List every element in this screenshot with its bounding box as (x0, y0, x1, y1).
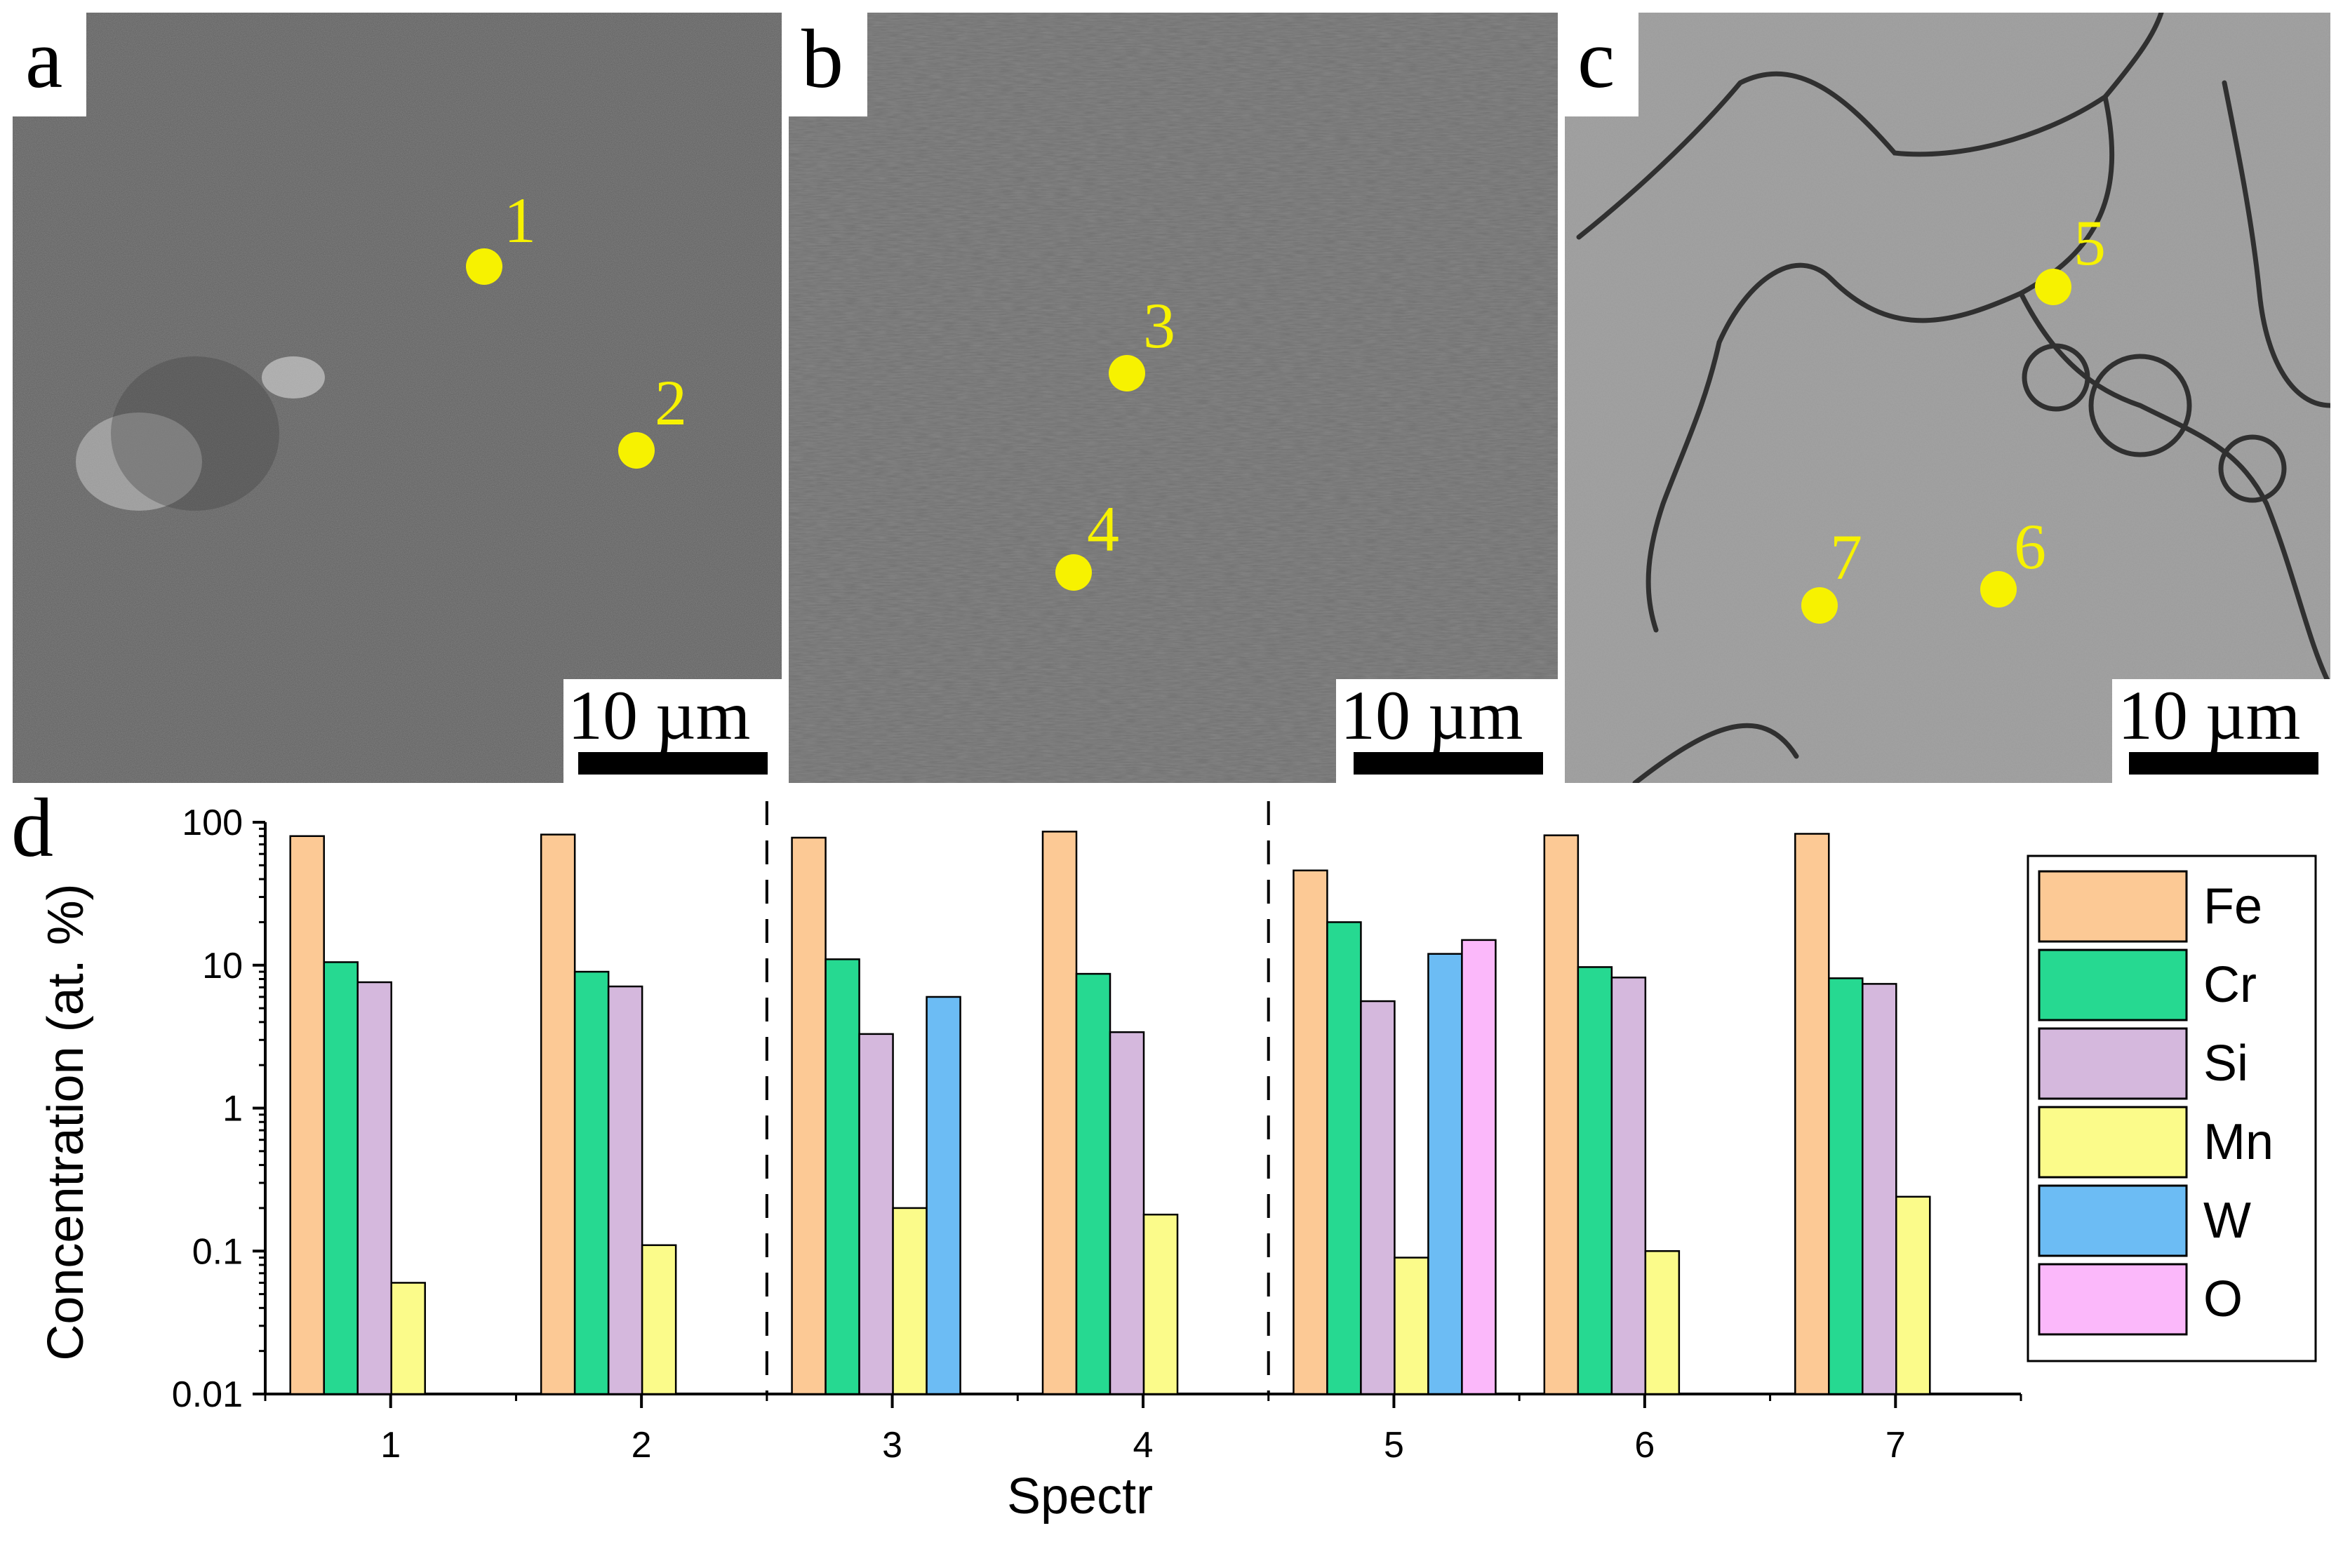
sem-texture-c (1565, 13, 2330, 783)
scale-bar (1354, 752, 1543, 775)
legend-swatch-o (2038, 1263, 2188, 1336)
y-tick-label: 0.1 (192, 1231, 243, 1272)
panel-label-b: b (789, 13, 867, 116)
point-marker (2035, 269, 2071, 305)
bar-mn-2 (641, 1244, 677, 1395)
bar-si-1 (356, 981, 392, 1395)
bar-mn-6 (1644, 1250, 1681, 1395)
point-number: 2 (655, 367, 687, 438)
point-number: 6 (2014, 511, 2046, 582)
x-axis-title: Spectr (1007, 1468, 1153, 1525)
x-tick-label: 3 (882, 1425, 902, 1466)
bar-si-3 (858, 1033, 894, 1395)
x-tick-label: 6 (1634, 1425, 1655, 1466)
bar-fe-2 (540, 833, 576, 1395)
legend-label-si: Si (2203, 1036, 2248, 1092)
bar-o-5 (1461, 939, 1497, 1395)
panel-label-d: d (11, 781, 53, 874)
point-marker (1980, 571, 2017, 608)
legend-label-cr: Cr (2203, 957, 2257, 1013)
legend-label-w: W (2203, 1193, 2251, 1249)
legend-label-mn: Mn (2203, 1114, 2274, 1170)
scale-bar-label: 10 µm (2114, 679, 2305, 753)
bar-fe-7 (1794, 833, 1830, 1395)
legend-swatch-cr (2038, 949, 2188, 1021)
sem-image-b: b 3 4 10 µm (789, 13, 1558, 783)
x-tick-label: 7 (1885, 1425, 1906, 1466)
y-tick-label: 10 (202, 946, 243, 986)
bar-cr-1 (323, 961, 359, 1395)
point-number: 4 (1087, 493, 1119, 565)
bar-cr-7 (1828, 977, 1864, 1395)
point-marker (466, 248, 502, 285)
sem-texture-b (789, 13, 1558, 783)
bar-cr-6 (1577, 966, 1613, 1395)
y-axis-title: Concentration (at. %) (38, 883, 94, 1360)
bar-cr-4 (1075, 972, 1112, 1395)
sem-image-a: a 1 2 10 µm (13, 13, 782, 783)
panel-label-c: c (1565, 13, 1639, 116)
bar-w-5 (1427, 953, 1463, 1395)
bar-si-5 (1360, 1000, 1396, 1395)
x-tick-label: 1 (380, 1425, 401, 1466)
sem-texture-a (13, 13, 782, 783)
bar-fe-3 (791, 836, 827, 1395)
point-number: 1 (504, 185, 536, 256)
legend-swatch-w (2038, 1184, 2188, 1257)
scale-bar (2129, 752, 2318, 775)
bar-fe-5 (1293, 869, 1328, 1395)
point-marker (1109, 355, 1145, 391)
bar-cr-3 (825, 958, 860, 1395)
bar-cr-2 (573, 970, 610, 1395)
bar-mn-7 (1895, 1195, 1931, 1395)
bar-chart: 0.01 0.1 1 10 100 1 2 3 4 5 6 7 Spectr Concentration … (38, 801, 2317, 1525)
bar-si-4 (1109, 1031, 1145, 1395)
point-marker (1055, 554, 1092, 591)
bar-si-2 (607, 985, 643, 1395)
bar-mn-1 (390, 1282, 426, 1395)
legend-label-fe: Fe (2203, 878, 2262, 934)
bar-fe-6 (1543, 834, 1580, 1395)
bar-w-3 (926, 996, 961, 1395)
bar-si-6 (1610, 977, 1647, 1395)
x-tick-label: 5 (1384, 1425, 1404, 1466)
point-number: 7 (1830, 521, 1862, 593)
point-marker (1801, 587, 1838, 624)
bar-mn-4 (1142, 1213, 1179, 1395)
x-tick-label: 4 (1133, 1425, 1154, 1466)
legend-label-o: O (2203, 1271, 2243, 1327)
bar-mn-3 (892, 1207, 928, 1395)
legend-swatch-si (2038, 1027, 2188, 1100)
sem-image-c: c 5 6 7 10 µm (1565, 13, 2330, 783)
y-tick-label: 100 (182, 803, 243, 843)
panel-label-a: a (13, 13, 87, 116)
bar-fe-4 (1041, 831, 1078, 1395)
legend-swatch-fe (2038, 870, 2188, 943)
point-marker (618, 432, 655, 469)
legend-swatch-mn (2038, 1106, 2188, 1179)
bar-si-7 (1862, 983, 1897, 1395)
bar-cr-5 (1326, 921, 1362, 1395)
y-tick-label: 0.01 (172, 1374, 243, 1415)
point-number: 3 (1143, 290, 1175, 361)
y-tick-label: 1 (222, 1089, 243, 1130)
bar-mn-5 (1394, 1257, 1429, 1395)
point-number: 5 (2074, 207, 2106, 279)
scale-bar-label: 10 µm (563, 679, 755, 753)
scale-bar (578, 752, 768, 775)
x-tick-label: 2 (632, 1425, 652, 1466)
scale-bar-label: 10 µm (1336, 679, 1528, 753)
bar-fe-1 (289, 835, 325, 1395)
